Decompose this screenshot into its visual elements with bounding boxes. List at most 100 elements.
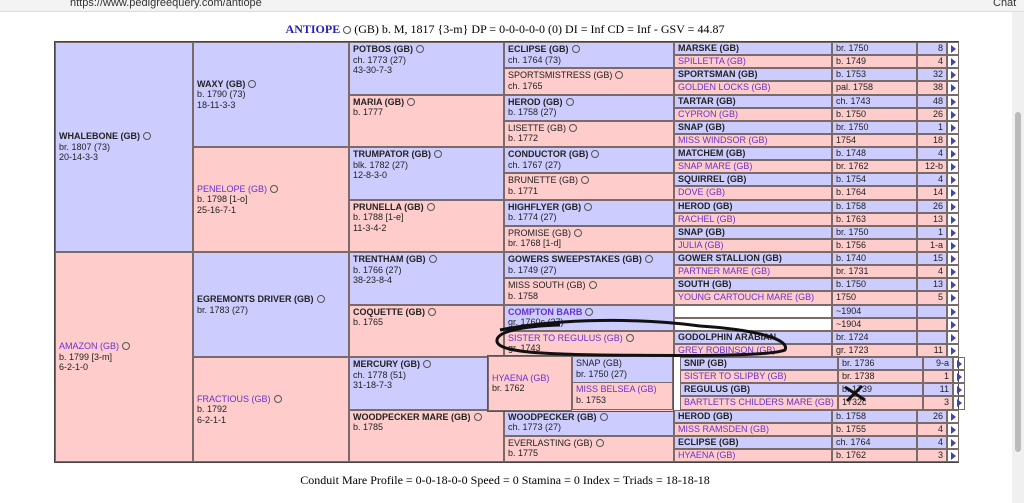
- horse-name[interactable]: LISETTE (GB): [508, 122, 567, 133]
- horse-name[interactable]: ECLIPSE (GB): [508, 44, 569, 54]
- info-icon[interactable]: [565, 97, 574, 106]
- horse-name[interactable]: SNAP MARE (GB): [674, 160, 832, 174]
- horse-name[interactable]: TRUMPATOR (GB): [353, 149, 431, 159]
- expand-arrow[interactable]: [947, 422, 959, 436]
- info-icon[interactable]: [588, 281, 597, 290]
- info-icon[interactable]: [571, 45, 580, 53]
- info-icon[interactable]: [270, 184, 279, 193]
- expand-arrow[interactable]: [947, 291, 959, 305]
- info-icon[interactable]: [581, 176, 590, 185]
- chat-button[interactable]: Chat: [993, 0, 1017, 9]
- horse-name[interactable]: WHALEBONE (GB): [59, 131, 140, 142]
- horse-name[interactable]: SNIP (GB): [680, 357, 838, 371]
- horse-name[interactable]: HYAENA (GB): [674, 448, 832, 462]
- info-icon[interactable]: [574, 228, 583, 237]
- horse-name[interactable]: POTBOS (GB): [353, 44, 413, 54]
- horse-name[interactable]: MERCURY (GB): [353, 359, 420, 369]
- horse-name[interactable]: GREY ROBINSON (GB): [674, 343, 832, 357]
- horse-name[interactable]: SISTER TO SLIPBY (GB): [680, 370, 838, 384]
- horse-name[interactable]: COMPTON BARB: [508, 306, 583, 317]
- expand-arrow[interactable]: [947, 212, 959, 226]
- expand-arrow[interactable]: [947, 81, 959, 95]
- expand-arrow[interactable]: [947, 238, 959, 252]
- expand-arrow[interactable]: [947, 448, 959, 462]
- horse-name[interactable]: SOUTH (GB): [674, 278, 832, 292]
- expand-arrow[interactable]: [947, 147, 959, 161]
- expand-arrow[interactable]: [947, 330, 959, 344]
- horse-name[interactable]: MISS SOUTH (GB): [508, 280, 586, 291]
- info-icon[interactable]: [143, 132, 151, 141]
- info-icon[interactable]: [585, 307, 594, 316]
- horse-name[interactable]: SPILLETTA (GB): [674, 55, 832, 69]
- expand-arrow[interactable]: [947, 160, 959, 174]
- horse-name[interactable]: SQUIRREL (GB): [674, 173, 832, 187]
- horse-name[interactable]: DOVE (GB): [674, 186, 832, 200]
- expand-arrow[interactable]: [947, 107, 959, 121]
- info-icon[interactable]: [122, 342, 130, 351]
- horse-name[interactable]: MISS WINDSOR (GB): [674, 133, 832, 147]
- info-icon[interactable]: [615, 71, 624, 80]
- horse-name[interactable]: BARTLETTS CHILDERS MARE (GB): [680, 396, 838, 410]
- horse-name[interactable]: BRUNETTE (GB): [508, 175, 579, 186]
- expand-arrow[interactable]: [947, 278, 959, 292]
- horse-name[interactable]: SPORTSMISTRESS (GB): [508, 70, 613, 81]
- horse-name[interactable]: GOWER STALLION (GB): [674, 252, 832, 266]
- info-icon[interactable]: [423, 360, 431, 368]
- horse-name[interactable]: WAXY (GB): [197, 78, 246, 89]
- expand-arrow[interactable]: [947, 252, 959, 266]
- info-icon[interactable]: [428, 307, 436, 316]
- horse-name[interactable]: EVERLASTING (GB): [508, 437, 593, 448]
- horse-name[interactable]: MISS RAMSDEN (GB): [674, 422, 832, 436]
- horse-name[interactable]: SPORTSMAN (GB): [674, 68, 832, 82]
- expand-arrow[interactable]: [953, 396, 965, 410]
- horse-name[interactable]: PENELOPE (GB): [197, 183, 268, 194]
- info-icon[interactable]: [316, 295, 325, 303]
- expand-arrow[interactable]: [953, 357, 965, 371]
- horse-name[interactable]: HEROD (GB): [674, 199, 832, 213]
- info-icon[interactable]: [644, 255, 653, 263]
- horse-name[interactable]: HYAENA (GB): [492, 372, 550, 383]
- info-icon[interactable]: [248, 79, 257, 88]
- info-icon[interactable]: [625, 333, 634, 342]
- horse-name[interactable]: MARIA (GB): [353, 96, 405, 107]
- horse-name[interactable]: WOODPECKER (GB): [508, 411, 597, 422]
- expand-arrow[interactable]: [947, 409, 959, 423]
- expand-arrow[interactable]: [947, 265, 959, 279]
- horse-name[interactable]: PROMISE (GB): [508, 227, 572, 238]
- horse-name[interactable]: REGULUS (GB): [680, 383, 838, 397]
- info-icon[interactable]: [407, 97, 416, 106]
- horse-name[interactable]: PRUNELLA (GB): [353, 201, 424, 212]
- horse-name[interactable]: EGREMONTS DRIVER (GB): [197, 294, 314, 304]
- expand-arrow[interactable]: [947, 55, 959, 69]
- horse-name[interactable]: GOLDEN LOCKS (GB): [674, 81, 832, 95]
- scrollbar[interactable]: [1012, 12, 1024, 503]
- horse-name[interactable]: YOUNG CARTOUCH MARE (GB): [674, 291, 832, 305]
- horse-name[interactable]: FRACTIOUS (GB): [197, 393, 271, 404]
- expand-arrow[interactable]: [953, 370, 965, 384]
- horse-name[interactable]: MISS BELSEA (GB): [576, 384, 657, 395]
- horse-name[interactable]: GOWERS SWEEPSTAKES (GB): [508, 254, 642, 264]
- horse-name[interactable]: MATCHEM (GB): [674, 147, 832, 161]
- info-icon[interactable]: [599, 412, 608, 421]
- horse-name[interactable]: TRENTHAM (GB): [353, 254, 426, 264]
- info-icon[interactable]: [595, 438, 604, 447]
- horse-name[interactable]: CONDUCTOR (GB): [508, 149, 589, 159]
- expand-arrow[interactable]: [947, 199, 959, 213]
- info-icon[interactable]: [428, 255, 437, 263]
- info-icon[interactable]: [343, 26, 352, 34]
- expand-arrow[interactable]: [947, 94, 959, 108]
- horse-name[interactable]: HEROD (GB): [508, 96, 563, 107]
- horse-name[interactable]: TARTAR (GB): [674, 94, 832, 108]
- horse-name[interactable]: SNAP (GB): [576, 358, 622, 368]
- expand-arrow[interactable]: [953, 383, 965, 397]
- horse-name[interactable]: HIGHFLYER (GB): [508, 201, 582, 212]
- expand-arrow[interactable]: [947, 343, 959, 357]
- info-icon[interactable]: [273, 394, 282, 403]
- info-icon[interactable]: [591, 150, 600, 158]
- info-icon[interactable]: [426, 202, 435, 211]
- expand-arrow[interactable]: [947, 435, 959, 449]
- url[interactable]: https://www.pedigreequery.com/antiope: [70, 0, 262, 9]
- scroll-thumb[interactable]: [1015, 112, 1021, 452]
- horse-name[interactable]: WOODPECKER MARE (GB): [353, 411, 471, 422]
- info-icon[interactable]: [584, 202, 593, 211]
